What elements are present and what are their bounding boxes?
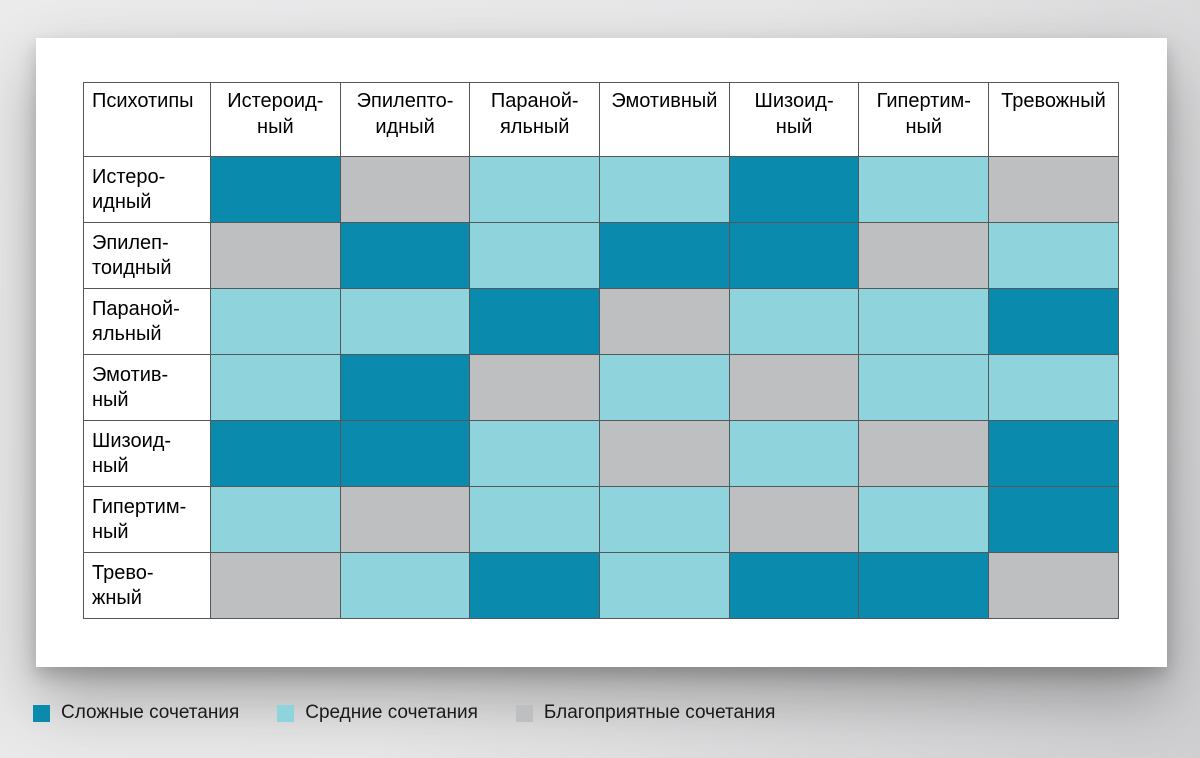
matrix-cell-hard [988, 486, 1119, 553]
table-row: Эпилеп- тоидный [83, 222, 1119, 289]
matrix-cell-hard [728, 552, 860, 619]
column-header: Гипертим- ный [858, 82, 990, 157]
matrix-cell-favorable [988, 156, 1119, 223]
matrix-cell-favorable [858, 420, 990, 487]
column-header: Шизоид- ный [728, 82, 860, 157]
row-header: Эмотив- ный [83, 354, 211, 421]
row-header: Шизоид- ный [83, 420, 211, 487]
matrix-cell-favorable [599, 420, 730, 487]
table-row: Параной- яльный [83, 288, 1119, 355]
matrix-cell-medium [728, 288, 860, 355]
matrix-cell-medium [339, 552, 471, 619]
matrix-cell-hard [988, 288, 1119, 355]
matrix-cell-medium [988, 354, 1119, 421]
row-header: Гипертим- ный [83, 486, 211, 553]
matrix-cell-medium [210, 486, 341, 553]
matrix-cell-hard [728, 156, 860, 223]
legend-swatch-medium [277, 704, 295, 722]
matrix-cell-favorable [339, 156, 471, 223]
legend-label: Благоприятные сочетания [543, 702, 776, 723]
paper-card: Психотипы Истероид- ный Эпилепто- идный Па… [36, 38, 1167, 667]
matrix-cell-favorable [210, 222, 341, 289]
column-header: Тревожный [988, 82, 1119, 157]
matrix-cell-medium [988, 222, 1119, 289]
matrix-cell-medium [599, 552, 730, 619]
psychotype-compatibility-table: Психотипы Истероид- ный Эпилепто- идный Па… [83, 82, 1119, 619]
row-header: Эпилеп- тоидный [83, 222, 211, 289]
matrix-cell-medium [599, 156, 730, 223]
matrix-cell-medium [469, 420, 601, 487]
matrix-cell-hard [339, 222, 471, 289]
corner-header: Психотипы [83, 82, 211, 157]
matrix-cell-medium [858, 288, 990, 355]
legend-swatch-hard [33, 704, 50, 722]
row-header: Трево- жный [83, 552, 211, 619]
matrix-cell-hard [339, 354, 471, 421]
matrix-cell-medium [858, 156, 990, 223]
column-header: Эмотивный [599, 82, 730, 157]
matrix-cell-medium [339, 288, 471, 355]
table-row: Шизоид- ный [83, 420, 1119, 487]
matrix-cell-medium [469, 222, 601, 289]
matrix-cell-favorable [728, 354, 860, 421]
matrix-cell-medium [858, 486, 990, 553]
table-row: Трево- жный [83, 552, 1119, 619]
matrix-cell-medium [599, 354, 730, 421]
matrix-cell-favorable [858, 222, 990, 289]
matrix-cell-favorable [988, 552, 1119, 619]
matrix-cell-medium [858, 354, 990, 421]
matrix-cell-hard [339, 420, 471, 487]
matrix-cell-hard [858, 552, 990, 619]
matrix-cell-hard [988, 420, 1119, 487]
table-row: Гипертим- ный [83, 486, 1119, 553]
matrix-cell-medium [210, 354, 341, 421]
matrix-cell-favorable [210, 552, 341, 619]
matrix-cell-hard [599, 222, 730, 289]
legend-item-favorable: Благоприятные сочетания [515, 702, 776, 724]
table-row: Истеро- идный [83, 156, 1119, 223]
matrix-cell-medium [210, 288, 341, 355]
matrix-cell-hard [210, 420, 341, 487]
matrix-cell-favorable [469, 354, 601, 421]
legend-label: Сложные сочетания [61, 702, 240, 723]
legend-label: Средние сочетания [305, 702, 478, 723]
matrix-cell-hard [210, 156, 341, 223]
matrix-cell-medium [469, 486, 601, 553]
column-header: Параной- яльный [469, 82, 601, 157]
legend: Сложные сочетания Средние сочетания Благоп… [33, 702, 775, 724]
legend-swatch-favorable [515, 704, 533, 722]
row-header: Истеро- идный [83, 156, 211, 223]
matrix-cell-medium [728, 420, 860, 487]
matrix-cell-medium [469, 156, 601, 223]
legend-item-medium: Средние сочетания [277, 702, 478, 724]
column-header: Эпилепто- идный [339, 82, 471, 157]
matrix-cell-favorable [728, 486, 860, 553]
matrix-cell-hard [469, 552, 601, 619]
matrix-cell-favorable [599, 288, 730, 355]
matrix-cell-favorable [339, 486, 471, 553]
matrix-cell-medium [599, 486, 730, 553]
table-header-row: Психотипы Истероид- ный Эпилепто- идный Па… [83, 82, 1119, 157]
table-body: Истеро- идный Эпилеп- тоидный Параной- яль… [83, 156, 1119, 619]
matrix-cell-hard [728, 222, 860, 289]
row-header: Параной- яльный [83, 288, 211, 355]
matrix-cell-hard [469, 288, 601, 355]
column-header: Истероид- ный [210, 82, 341, 157]
table-row: Эмотив- ный [83, 354, 1119, 421]
legend-item-hard: Сложные сочетания [33, 702, 239, 724]
